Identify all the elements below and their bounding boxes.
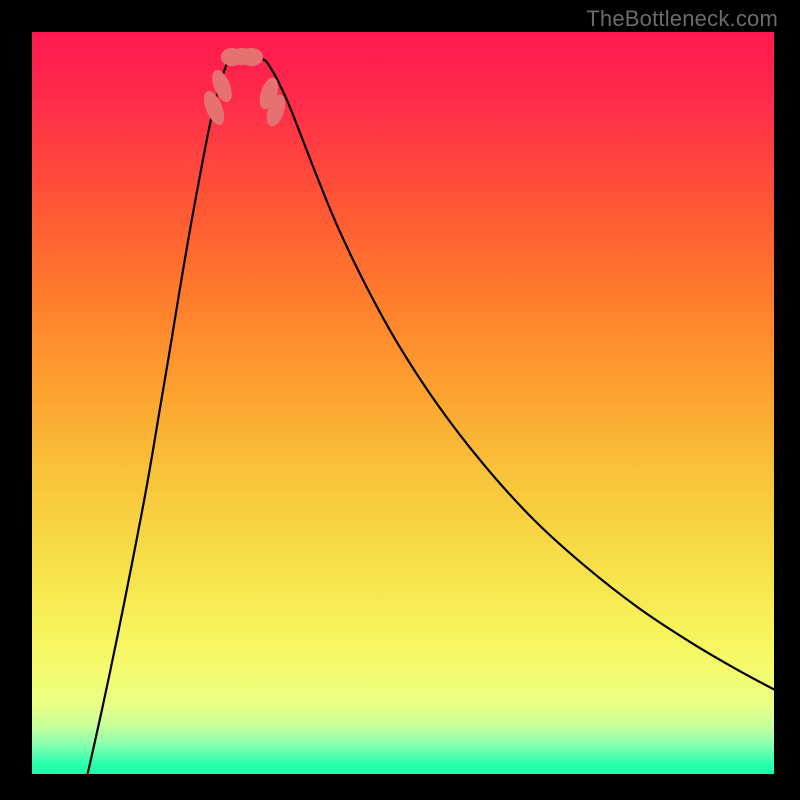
bottleneck-chart [32, 32, 774, 774]
marker-blob [231, 48, 253, 66]
watermark: TheBottleneck.com [586, 6, 778, 32]
plot-area [32, 32, 774, 774]
gradient-background [32, 32, 774, 774]
